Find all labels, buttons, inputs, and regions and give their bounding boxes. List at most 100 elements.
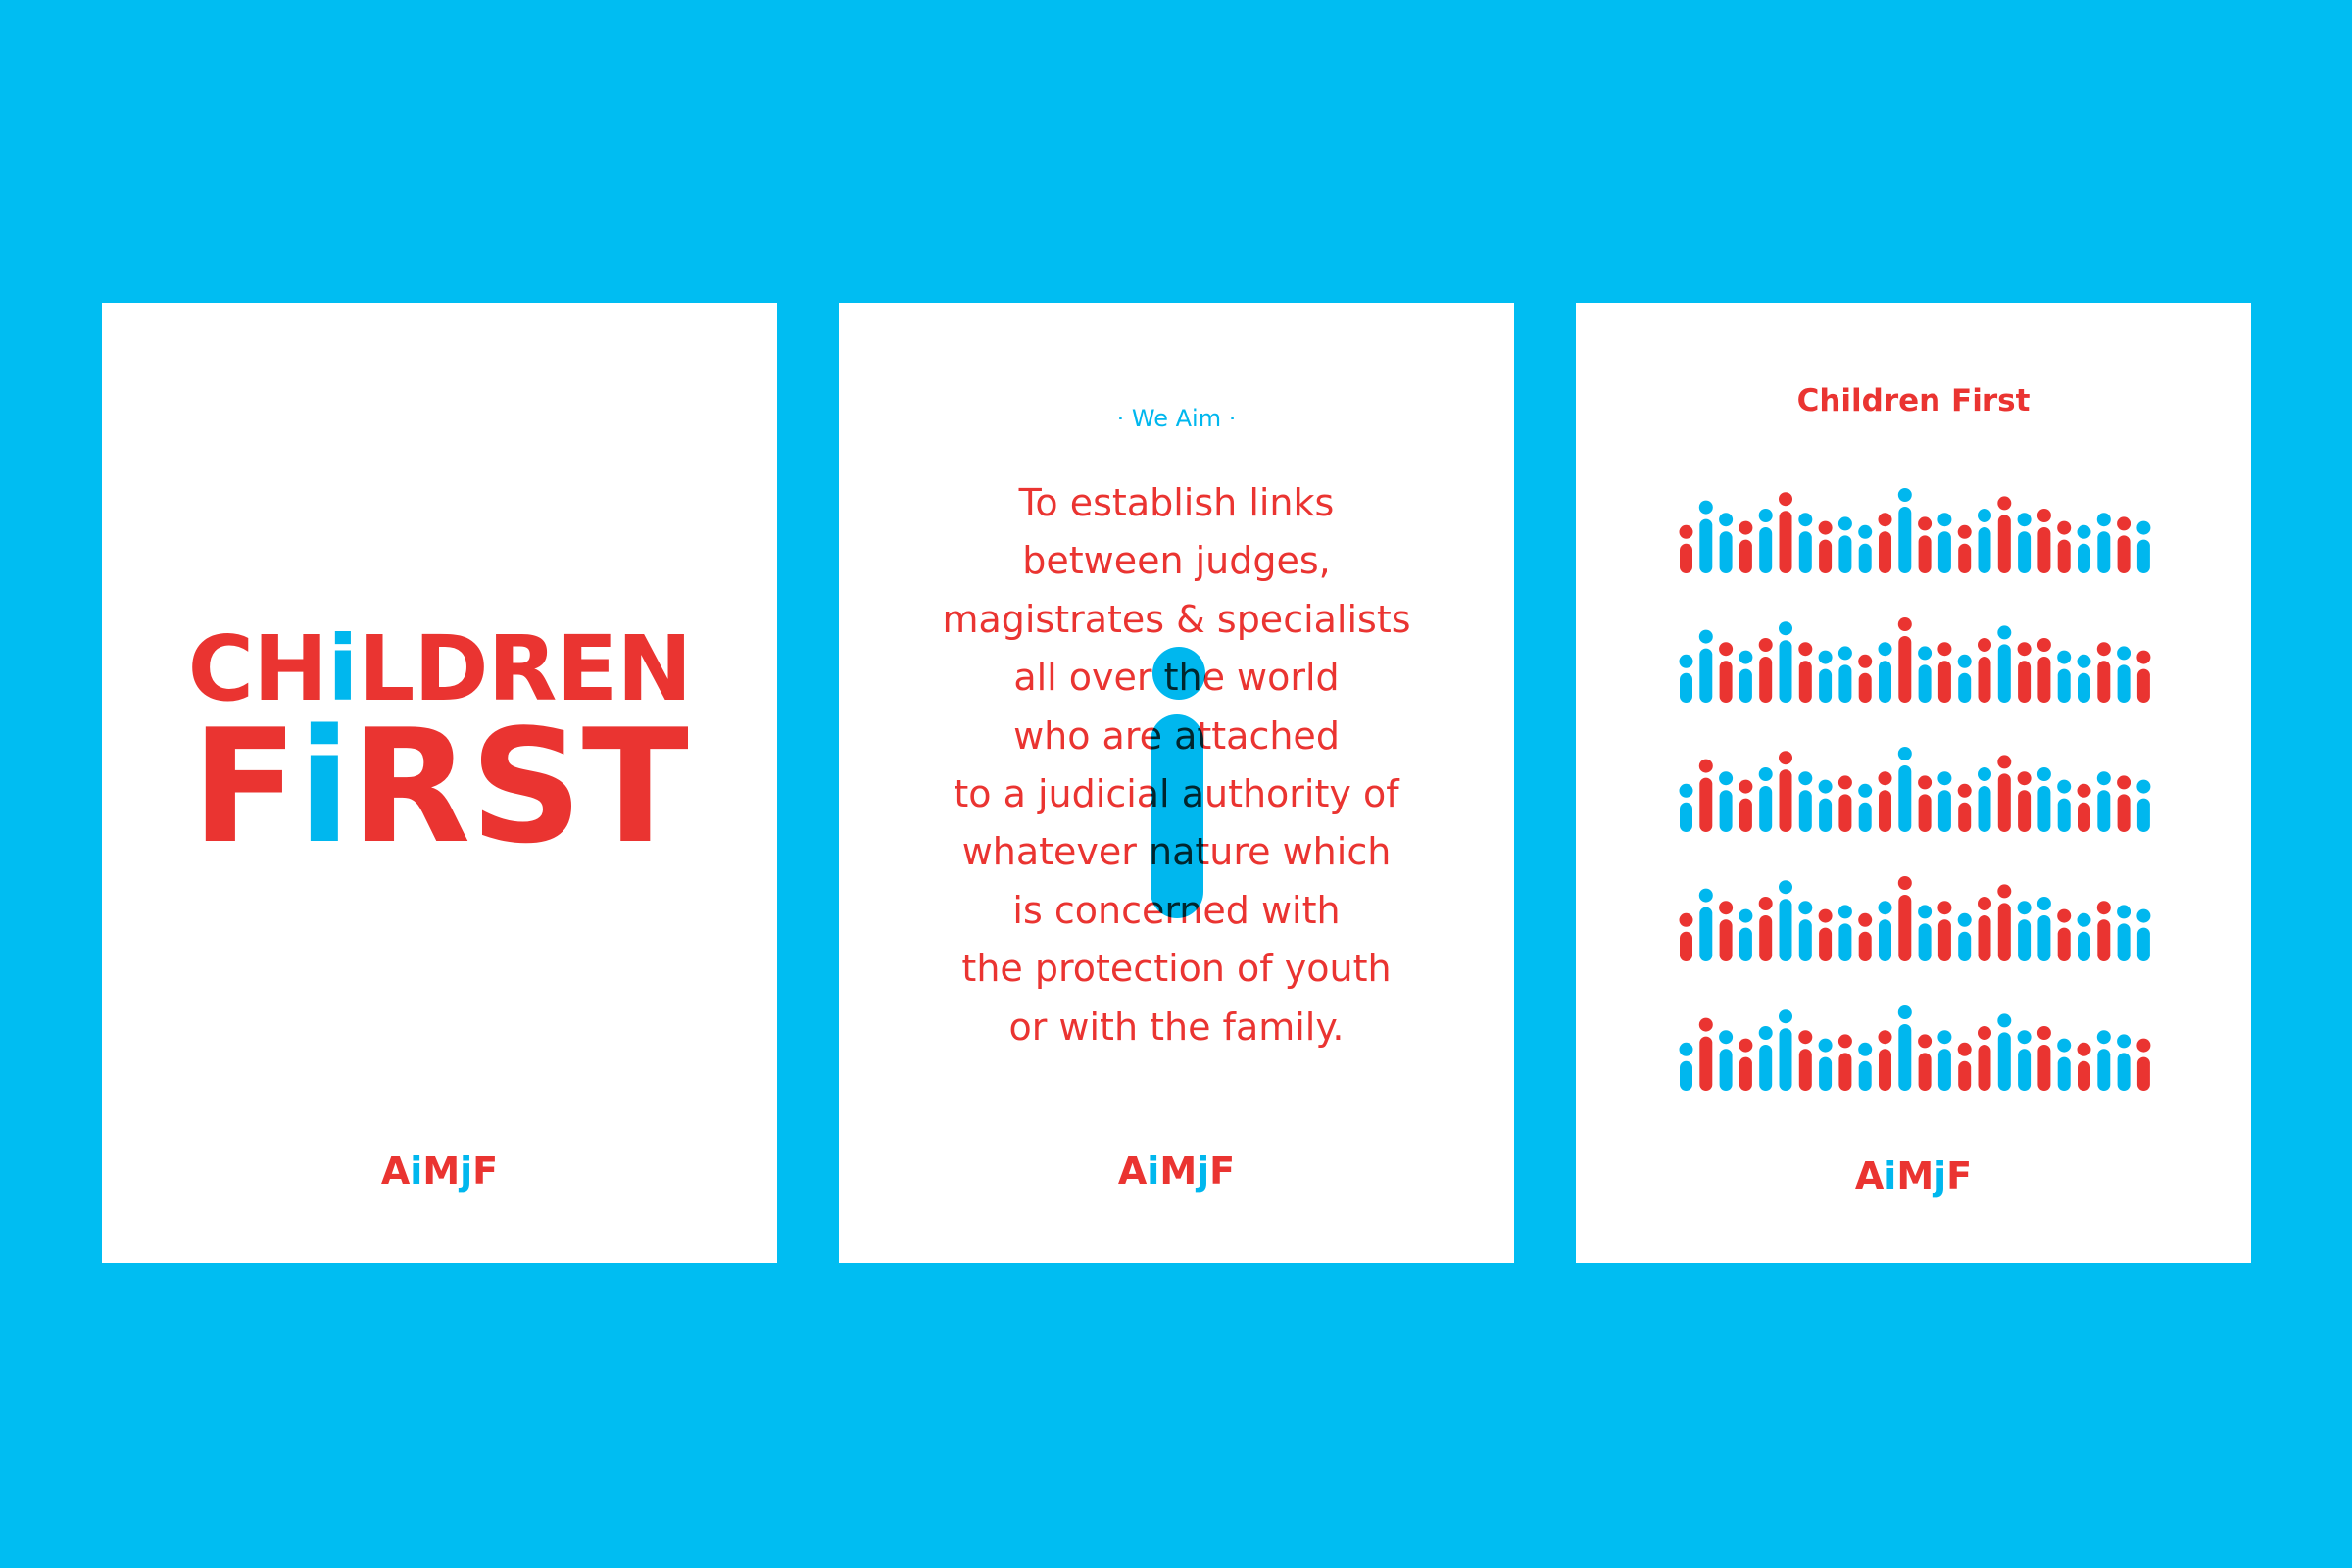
- logo-part: j: [1197, 1150, 1210, 1193]
- pattern-stem: [2018, 531, 2032, 573]
- pattern-stem: [1680, 1060, 1692, 1091]
- pattern-dot: [2117, 775, 2132, 790]
- pattern-stem: [2018, 790, 2032, 832]
- pattern-dot: [1758, 1026, 1773, 1040]
- pattern-dot: [1758, 509, 1773, 522]
- pattern-stem: [1819, 927, 1833, 961]
- pattern-dot: [1937, 901, 1952, 915]
- pattern-dot: [1758, 638, 1773, 652]
- pattern-dot: [1739, 650, 1753, 664]
- pattern-stem: [1680, 543, 1692, 573]
- pattern-stem: [1937, 531, 1951, 573]
- pattern-stem: [2136, 539, 2150, 573]
- pattern-dot: [1997, 625, 2012, 640]
- pattern-dot: [1798, 901, 1813, 915]
- pattern-stem: [1798, 531, 1812, 573]
- pattern-dot: [2057, 650, 2072, 664]
- pattern-dot: [1779, 492, 1792, 507]
- pattern-stem: [2097, 531, 2111, 573]
- pattern-stem: [1858, 672, 1872, 703]
- pattern-dot: [1739, 1038, 1753, 1053]
- logo-part: i: [1147, 1150, 1160, 1193]
- pattern-stem: [1898, 895, 1912, 961]
- pattern-dot: [1698, 629, 1713, 644]
- pattern-dot: [1719, 642, 1734, 657]
- logo-part: A: [380, 1150, 411, 1193]
- pattern-stem: [1798, 661, 1812, 703]
- pattern-stem: [2117, 535, 2131, 573]
- body-line: is concerned with: [1012, 888, 1341, 932]
- pattern-stem: [1759, 527, 1773, 573]
- pattern-dot: [1818, 1038, 1833, 1053]
- pattern-stem: [1937, 790, 1951, 832]
- pattern-stem: [1739, 668, 1752, 703]
- pattern-dot: [1878, 1030, 1892, 1045]
- pattern-stem: [1798, 790, 1812, 832]
- pattern-stem: [2117, 923, 2131, 961]
- pattern-stem: [2037, 1045, 2051, 1091]
- body-line: to a judicial authority of: [954, 772, 1399, 816]
- pattern-dot: [2077, 524, 2091, 539]
- pattern-dot: [1679, 524, 1693, 539]
- pattern-stem: [2078, 672, 2090, 703]
- pattern-dot: [1878, 513, 1892, 527]
- pattern-dot: [1739, 908, 1753, 923]
- pattern-dot: [1838, 516, 1852, 531]
- pattern-stem: [1958, 802, 1972, 832]
- pattern-stem: [1699, 648, 1713, 703]
- pattern-stem: [1879, 919, 1891, 961]
- pattern-stem: [1779, 899, 1792, 961]
- pattern-dot: [2096, 642, 2111, 657]
- pattern-dot: [1838, 905, 1852, 919]
- logo-part: j: [460, 1150, 473, 1193]
- pattern-stem: [2078, 543, 2090, 573]
- pattern-dot: [1897, 617, 1912, 631]
- pattern-stem: [1819, 668, 1833, 703]
- pattern-stem: [1819, 798, 1833, 832]
- pattern-dot: [2017, 513, 2032, 527]
- title-part: F: [191, 695, 298, 878]
- pattern-dot: [1758, 767, 1773, 781]
- logo-part: M: [422, 1150, 461, 1193]
- pattern-dot: [1798, 513, 1813, 527]
- pattern-stem: [1819, 539, 1833, 573]
- pattern-dot: [1798, 642, 1813, 657]
- pattern-dot: [1978, 509, 1991, 522]
- pattern-dot: [2077, 1042, 2091, 1056]
- poster: CHiLDREN FiRST AiMjF: [102, 303, 777, 1263]
- pattern-dot: [1878, 901, 1892, 915]
- pattern-stem: [1838, 664, 1852, 703]
- logo: AiMjF: [839, 1150, 1514, 1193]
- pattern-dot: [1719, 901, 1734, 915]
- pattern-stem: [1719, 790, 1733, 832]
- pattern-stem: [1898, 507, 1912, 573]
- pattern-stem: [1978, 527, 1991, 573]
- pattern-dot: [2136, 520, 2151, 535]
- pattern-dot: [2057, 779, 2072, 794]
- pattern-dot: [1937, 513, 1952, 527]
- title-part: RST: [350, 695, 689, 878]
- logo-part: i: [410, 1150, 423, 1193]
- logo-part: i: [1884, 1154, 1897, 1198]
- pattern-stem: [1997, 514, 2011, 573]
- logo-part: F: [1209, 1150, 1236, 1193]
- pattern-dot: [2036, 897, 2051, 910]
- logo-part: M: [1159, 1150, 1198, 1193]
- pattern-stem: [1719, 531, 1733, 573]
- pattern-dot: [1918, 516, 1933, 531]
- pattern-stem: [1918, 664, 1932, 703]
- pattern-stem: [2078, 802, 2090, 832]
- title-part: CH: [187, 616, 329, 721]
- pattern-stem: [1918, 923, 1932, 961]
- pattern-dot: [2136, 650, 2151, 664]
- pattern-dot: [1858, 654, 1873, 668]
- pattern-stem: [2097, 790, 2111, 832]
- pattern-stem: [2057, 927, 2071, 961]
- pattern-stem: [1898, 636, 1912, 703]
- body-line: all over the world: [1013, 656, 1340, 700]
- pattern-stem: [2117, 664, 2131, 703]
- i-dot: [1152, 647, 1205, 700]
- pattern-dot: [1897, 1005, 1912, 1019]
- pattern-stem: [2097, 661, 2111, 703]
- pattern-stem: [2057, 539, 2071, 573]
